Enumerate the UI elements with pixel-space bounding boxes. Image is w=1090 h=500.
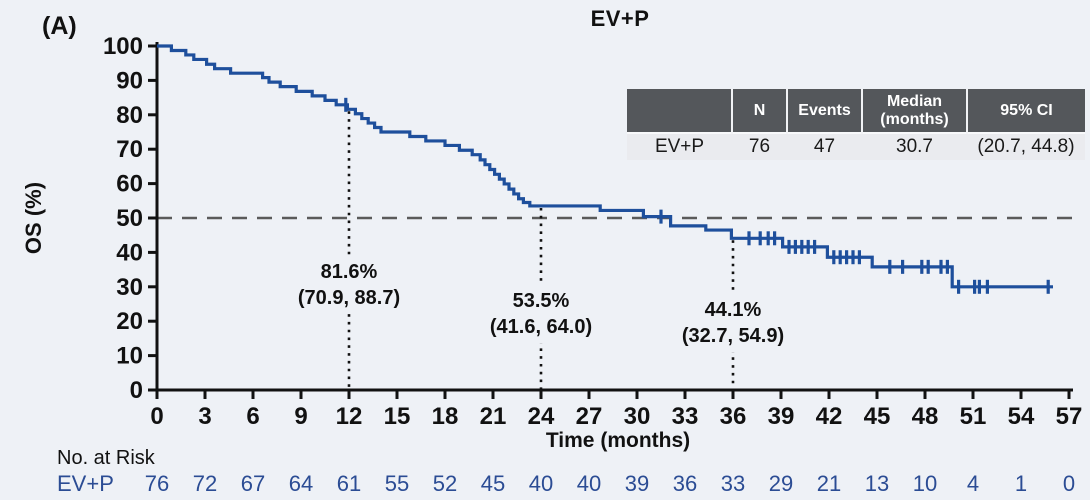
x-tick-label: 27 xyxy=(576,403,603,430)
chart-title: EV+P xyxy=(590,6,650,31)
risk-count-36mo: 33 xyxy=(720,471,746,496)
summary-header-median: Median (months) xyxy=(861,89,967,133)
x-tick-label: 45 xyxy=(864,403,891,430)
risk-count-45mo: 13 xyxy=(864,471,890,496)
x-tick-label: 39 xyxy=(768,403,795,430)
risk-row-label: EV+P xyxy=(57,471,114,496)
summary-cell-arm: EV+P xyxy=(627,132,732,160)
x-tick-label: 42 xyxy=(816,403,843,430)
summary-cell-ci: (20.7, 44.8) xyxy=(967,132,1085,160)
x-tick-label: 21 xyxy=(480,403,507,430)
landmark-estimate: 81.6% xyxy=(320,261,378,283)
x-tick-label: 57 xyxy=(1056,403,1083,430)
y-tick-label: 0 xyxy=(130,377,143,404)
panel-label: (A) xyxy=(42,12,77,40)
landmark-estimate: 44.1% xyxy=(704,299,762,321)
risk-count-30mo: 39 xyxy=(624,471,650,496)
landmark-annotation-36mo: 44.1% (32.7, 54.9) xyxy=(675,294,791,352)
landmark-annotation-24mo: 53.5% (41.6, 64.0) xyxy=(483,285,599,343)
x-tick-label: 24 xyxy=(528,403,555,430)
y-tick-label: 20 xyxy=(116,308,143,335)
summary-header-ci: 95% CI xyxy=(966,89,1085,133)
risk-count-3mo: 72 xyxy=(192,471,218,496)
x-tick-label: 6 xyxy=(246,403,259,430)
x-axis-title: Time (months) xyxy=(545,429,691,452)
x-tick-label: 30 xyxy=(624,403,651,430)
risk-count-48mo: 10 xyxy=(912,471,938,496)
summary-header-blank xyxy=(627,89,732,133)
landmark-ci: (41.6, 64.0) xyxy=(489,316,593,338)
risk-count-27mo: 40 xyxy=(576,471,602,496)
risk-count-9mo: 64 xyxy=(288,471,314,496)
summary-table-header-row: N Events Median (months) 95% CI xyxy=(627,89,1085,133)
km-curve-ev-p xyxy=(157,44,1053,289)
y-tick-label: 40 xyxy=(116,239,143,266)
x-tick-label: 0 xyxy=(150,403,163,430)
y-tick-label: 50 xyxy=(116,205,143,232)
landmark-ci: (70.9, 88.7) xyxy=(297,287,401,309)
y-tick-label: 70 xyxy=(116,136,143,163)
y-tick-label: 90 xyxy=(116,67,143,94)
risk-count-21mo: 45 xyxy=(480,471,506,496)
landmark-estimate: 53.5% xyxy=(512,290,570,312)
x-tick-label: 54 xyxy=(1008,403,1035,430)
x-tick-label: 36 xyxy=(720,403,747,430)
risk-count-0mo: 76 xyxy=(144,471,170,496)
y-tick-label: 60 xyxy=(116,171,143,198)
risk-count-39mo: 29 xyxy=(768,471,794,496)
risk-count-15mo: 55 xyxy=(384,471,410,496)
risk-count-18mo: 52 xyxy=(432,471,458,496)
x-tick-label: 15 xyxy=(384,403,411,430)
x-tick-label: 18 xyxy=(432,403,459,430)
summary-cell-events: 47 xyxy=(787,132,862,160)
y-tick-label: 30 xyxy=(116,274,143,301)
y-tick-label: 100 xyxy=(103,33,143,60)
risk-count-12mo: 61 xyxy=(336,471,362,496)
risk-count-24mo: 40 xyxy=(528,471,554,496)
landmark-ci: (32.7, 54.9) xyxy=(681,325,785,347)
x-tick-label: 48 xyxy=(912,403,939,430)
summary-cell-median: 30.7 xyxy=(862,132,967,160)
landmark-annotation-12mo: 81.6% (70.9, 88.7) xyxy=(291,256,407,314)
risk-count-33mo: 36 xyxy=(672,471,698,496)
summary-table-data-row: EV+P 76 47 30.7 (20.7, 44.8) xyxy=(627,132,1085,160)
summary-cell-n: 76 xyxy=(732,132,787,160)
x-tick-label: 33 xyxy=(672,403,699,430)
x-tick-label: 51 xyxy=(960,403,987,430)
y-axis-title: OS (%) xyxy=(21,181,46,255)
risk-table-caption: No. at Risk xyxy=(57,447,155,469)
summary-header-events: Events xyxy=(786,89,862,133)
y-tick-label: 10 xyxy=(116,343,143,370)
risk-count-51mo: 4 xyxy=(966,471,980,496)
risk-count-57mo: 0 xyxy=(1062,471,1076,496)
risk-count-42mo: 21 xyxy=(816,471,842,496)
risk-count-6mo: 67 xyxy=(240,471,266,496)
x-tick-label: 9 xyxy=(294,403,307,430)
x-tick-label: 3 xyxy=(198,403,211,430)
risk-count-54mo: 1 xyxy=(1014,471,1028,496)
summary-stats-table: N Events Median (months) 95% CI EV+P 76 … xyxy=(627,89,1085,160)
y-tick-label: 80 xyxy=(116,102,143,129)
x-tick-label: 12 xyxy=(336,403,363,430)
summary-header-n: N xyxy=(731,89,787,133)
